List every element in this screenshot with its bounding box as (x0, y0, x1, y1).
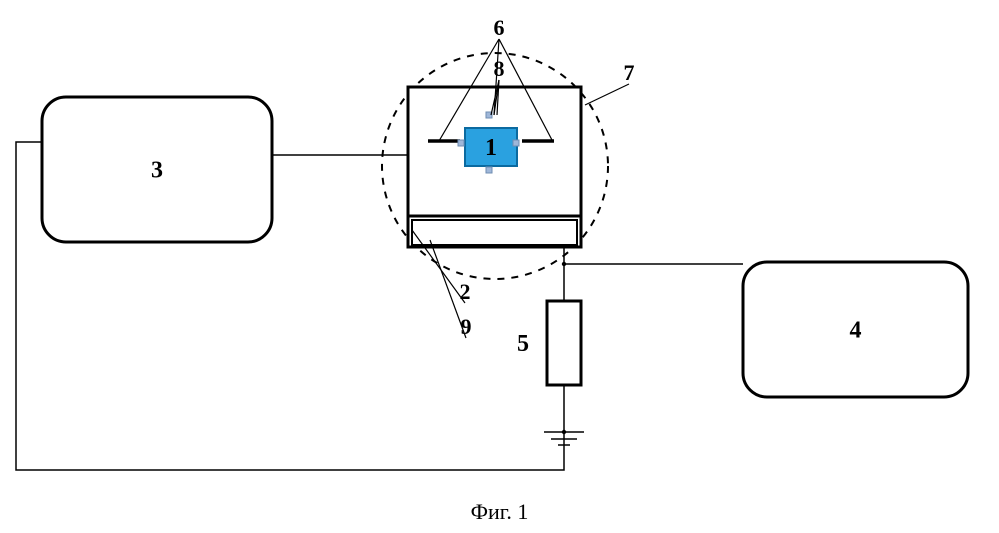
cathode-plate (412, 220, 577, 245)
junction-dot-1 (562, 430, 566, 434)
leader-label-2: 2 (460, 279, 471, 304)
block4-label: 4 (850, 318, 862, 344)
leader-line-7-0 (585, 84, 629, 105)
selection-handle-1 (486, 167, 492, 173)
selection-handle-3 (513, 140, 519, 146)
selection-handle-2 (458, 140, 464, 146)
schematic-diagram: 3 4 5 1 6 8 7 2 9 (0, 0, 999, 500)
block5 (547, 301, 581, 385)
leader-label-8: 8 (494, 56, 505, 81)
leader-label-9: 9 (461, 314, 472, 339)
block5-label: 5 (517, 331, 529, 357)
sample-label: 1 (485, 135, 497, 161)
leader-label-7: 7 (624, 60, 635, 85)
block3-label: 3 (151, 158, 163, 184)
figure-caption: Фиг. 1 (0, 499, 999, 525)
junction-dot-0 (562, 262, 566, 266)
leader-label-6: 6 (494, 15, 505, 40)
